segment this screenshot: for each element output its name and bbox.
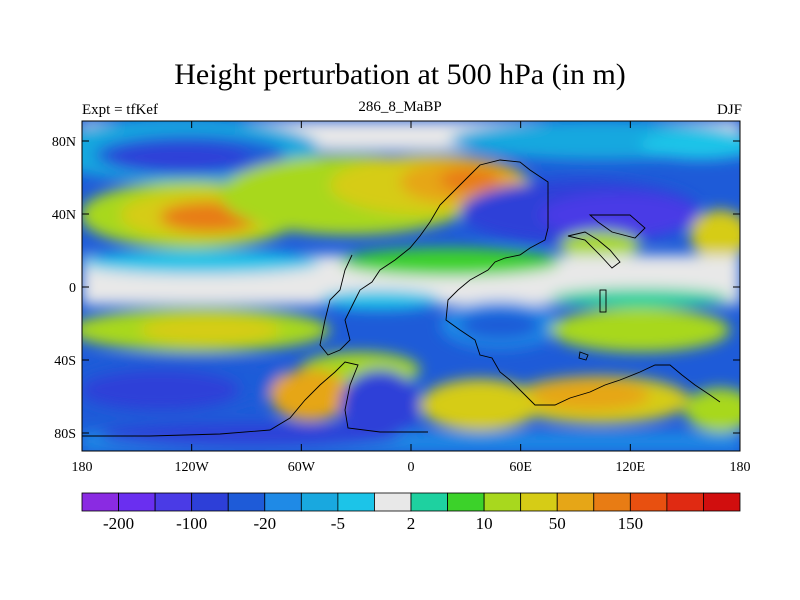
colorbar-label: 2 <box>407 514 416 533</box>
colorbar-swatch <box>447 492 485 512</box>
colorbar-swatch <box>374 492 412 512</box>
lon-tick-label: 120E <box>616 460 646 475</box>
latitude-axis: 80N 40N 0 40S 80S <box>52 135 740 442</box>
colorbar-label: -100 <box>176 514 207 533</box>
colorbar-swatch <box>264 492 302 512</box>
colorbar-swatch <box>118 492 156 512</box>
lat-tick-label: 80N <box>52 135 76 150</box>
colorbar-swatch <box>81 492 119 512</box>
colorbar-swatch <box>629 492 668 512</box>
lat-tick-label: 40N <box>52 208 76 223</box>
colorbar-label: 10 <box>476 514 493 533</box>
season-label: DJF <box>716 102 742 118</box>
experiment-label: Expt = tfKef <box>82 102 158 118</box>
longitude-axis: 180 120W 60W 0 60E 120E 180 <box>72 121 751 475</box>
colorbar-swatch <box>483 492 522 512</box>
colorbar-label: -20 <box>253 514 276 533</box>
colorbar-swatch <box>410 492 448 512</box>
lat-tick-label: 40S <box>54 354 76 369</box>
colorbar-label: 150 <box>618 514 644 533</box>
colorbar-swatch <box>556 492 595 512</box>
colorbar-swatch <box>593 492 631 512</box>
colorbar-swatch <box>520 492 558 512</box>
lon-tick-label: 60E <box>509 460 532 475</box>
colorbar-label: -5 <box>331 514 345 533</box>
colorbar-swatch <box>191 492 229 512</box>
coastlines <box>82 159 721 437</box>
lon-tick-label: 180 <box>72 460 93 475</box>
colorbar-label: 50 <box>549 514 566 533</box>
colorbar-swatch <box>154 492 193 512</box>
colorbar-swatch <box>666 492 704 512</box>
colorbar-label: -200 <box>103 514 134 533</box>
lon-tick-label: 60W <box>288 460 316 475</box>
map-title: Height perturbation at 500 hPa (in m) <box>174 58 626 91</box>
lat-tick-label: 0 <box>69 281 76 296</box>
lon-tick-label: 0 <box>408 460 415 475</box>
colorbar-swatch <box>300 492 339 512</box>
lon-tick-label: 120W <box>175 460 210 475</box>
period-label: 286_8_MaBP <box>358 99 442 115</box>
lon-tick-label: 180 <box>730 460 751 475</box>
colorbar-swatch <box>337 492 375 512</box>
colorbar-swatch <box>227 492 266 512</box>
colorbar: -200 -100 -20 -5 2 10 50 150 <box>81 492 741 533</box>
colorbar-swatch <box>703 492 741 512</box>
height-field <box>82 121 740 451</box>
lat-tick-label: 80S <box>54 427 76 442</box>
